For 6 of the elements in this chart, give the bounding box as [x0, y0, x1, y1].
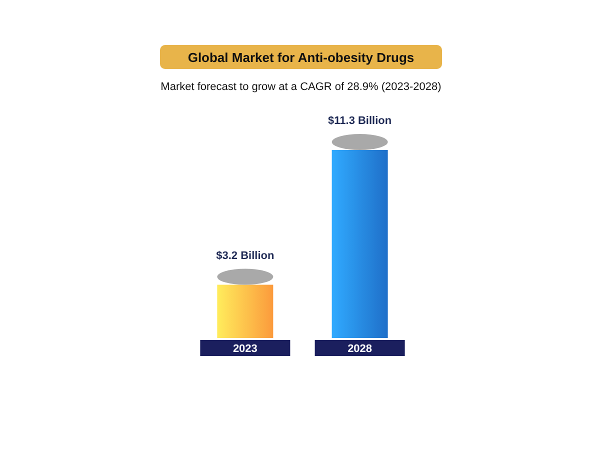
x-tick-label: 2028 [348, 343, 372, 355]
data-label: $3.2 Billion [216, 250, 274, 262]
chart-subtitle: Market forecast to grow at a CAGR of 28.9% (2023-2028) [160, 81, 442, 93]
data-label: $11.3 Billion [328, 115, 392, 127]
x-tick-label: 2023 [232, 343, 258, 355]
chart-title: Global Market for Anti-obesity Drugs [188, 50, 414, 65]
